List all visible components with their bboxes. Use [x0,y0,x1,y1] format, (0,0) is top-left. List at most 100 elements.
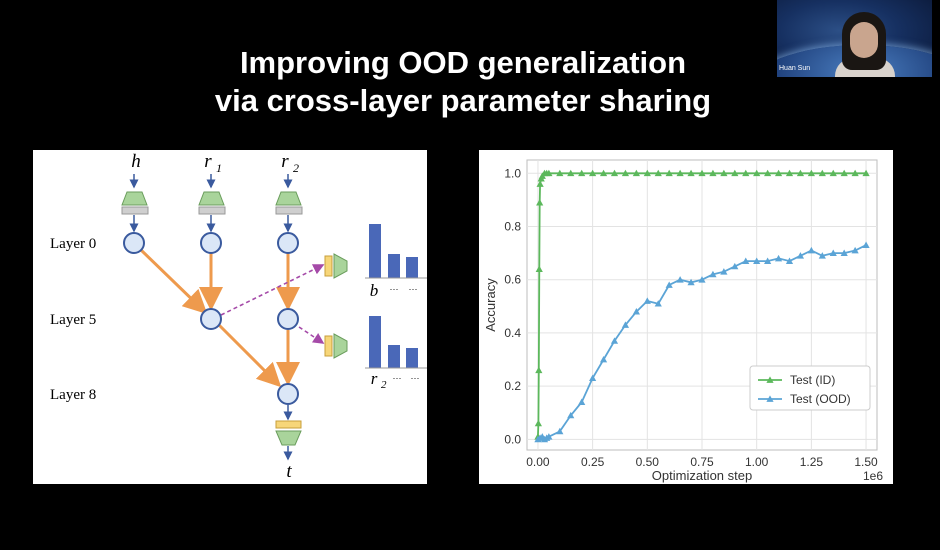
data-point [643,297,651,304]
data-point [535,265,543,272]
input-label-h: h [131,151,141,172]
data-point [610,169,619,177]
data-point [676,276,684,283]
layer-label-0: Layer 0 [50,236,96,252]
x-tick-label: 0.25 [581,455,605,469]
legend-label: Test (OOD) [790,392,851,406]
participant-face [850,22,878,58]
data-point [753,169,761,177]
y-axis-label: Accuracy [483,278,498,332]
input-label-r1: r 1 [204,151,222,175]
chart-ticks: 0.00 0.25 0.50 0.75 1.00 1.25 1.50 0.0 0.2 0.4 0.6… [504,166,878,469]
data-point [698,276,706,283]
output-decoder-block [275,420,302,446]
probe-label-b: b [370,281,379,300]
node-layer5-r2 [277,308,299,330]
x-tick-label: 0.00 [526,455,550,469]
x-tick-label: 0.50 [636,455,660,469]
data-point [589,169,597,177]
x-axis-scale-label: 1e6 [863,469,883,483]
y-tick-label: 0.0 [504,432,521,446]
data-point [731,169,739,177]
node-layer0-h [123,232,145,254]
data-point [829,169,837,177]
data-point [556,427,564,435]
edge-bridge-to-output [217,323,282,388]
series-test-id [534,169,870,440]
data-point [621,321,630,328]
embedding-block-h [121,191,149,215]
y-tick-label: 0.6 [504,273,521,287]
slide-title: Improving OOD generalization via cross-l… [0,44,926,120]
data-point [599,169,608,177]
data-point [796,252,805,259]
legend-item: Test (OOD) [758,392,851,406]
y-tick-label: 0.8 [504,220,521,234]
data-point [567,169,575,177]
data-point [610,337,619,344]
svg-text:r: r [281,151,289,172]
probe-ellipsis-bottom-2: ··· [411,373,420,383]
data-point [676,169,684,177]
data-point [774,169,783,177]
data-point [556,169,564,177]
data-point [687,169,695,177]
data-point [720,169,728,177]
data-point [654,300,662,307]
slide-title-line-1: Improving OOD generalization [239,45,687,80]
data-point [632,308,640,315]
data-point [535,366,543,374]
svg-text:1: 1 [216,161,222,175]
data-point [742,169,750,177]
data-point [840,249,848,256]
probe-module-bottom [324,333,348,359]
x-tick-label: 1.00 [745,455,769,469]
chart-legend: Test (ID) Test (OOD) [749,365,871,411]
participant-name-label: Huan Sun [779,65,811,72]
chart-series [534,169,870,443]
node-layer5-bridge [200,308,222,330]
data-point [567,411,575,419]
data-point [753,257,761,264]
probe-ellipsis-bottom-1: ··· [393,373,402,383]
node-layer0-r1 [200,232,222,254]
legend-swatch-marker [766,395,774,402]
edge-h-to-bridge [139,248,208,315]
data-point [589,374,597,382]
data-point [785,257,794,264]
data-point [851,246,859,254]
y-tick-label: 0.4 [504,326,521,340]
accuracy-chart: 0.00 0.25 0.50 0.75 1.00 1.25 1.50 0.0 0.2 0.4 0.6… [479,150,893,484]
data-point [578,398,586,405]
embedding-block-r1 [198,191,226,215]
probe-label-r2-sub: 2 [381,379,387,391]
input-label-r2: r 2 [281,151,299,175]
y-tick-label: 0.2 [504,379,521,393]
series-test-ood [534,241,870,443]
probe-edge-r2 [298,326,325,344]
data-point [665,169,673,177]
data-point [807,246,815,254]
x-tick-label: 1.50 [854,455,878,469]
embedding-block-r2 [275,191,303,215]
chart-svg: 0.00 0.25 0.50 0.75 1.00 1.25 1.50 0.0 0.2 0.4 0.6… [483,159,883,483]
legend-swatch-marker [766,376,774,383]
y-tick-label: 1.0 [504,166,521,180]
legend-label: Test (ID) [790,373,835,387]
data-point [709,169,717,177]
architecture-diagram: h r 1 r 2 Layer 0 Layer 5 [33,150,427,484]
svg-text:2: 2 [293,161,299,175]
layer-label-5: Layer 5 [50,312,96,328]
probe-label-r2: r [371,369,378,388]
probe-module-top [324,253,348,279]
data-point [709,270,717,278]
data-point [742,257,750,264]
data-point [545,169,553,177]
probe-histogram-top: b ··· ··· [365,224,427,300]
data-point [851,169,859,177]
data-point [665,281,673,288]
data-point [632,169,640,177]
data-point [578,169,586,177]
participant-video-tile[interactable]: Huan Sun [777,0,932,77]
data-point [536,180,544,187]
